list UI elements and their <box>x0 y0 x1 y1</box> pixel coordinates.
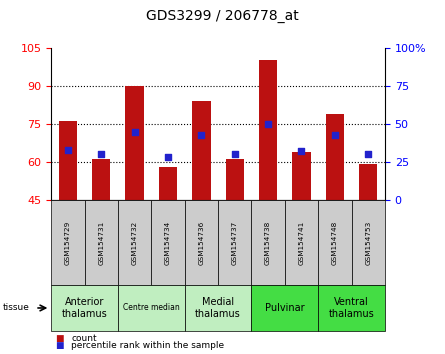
Bar <box>259 61 277 200</box>
Point <box>65 147 72 153</box>
Point <box>332 132 339 137</box>
Bar <box>125 86 144 200</box>
Point <box>98 152 105 157</box>
Text: GSM154738: GSM154738 <box>265 220 271 265</box>
Bar <box>226 159 244 200</box>
Text: ■: ■ <box>56 334 64 343</box>
Point <box>165 155 172 160</box>
Bar <box>359 165 377 200</box>
Bar <box>192 101 210 200</box>
Point <box>231 152 239 157</box>
Text: GSM154748: GSM154748 <box>332 220 338 265</box>
Point <box>198 132 205 137</box>
Text: count: count <box>71 334 97 343</box>
Text: Anterior
thalamus: Anterior thalamus <box>62 297 107 319</box>
Bar <box>59 121 77 200</box>
Text: GSM154741: GSM154741 <box>299 220 304 265</box>
Bar <box>159 167 177 200</box>
Text: tissue: tissue <box>2 303 29 313</box>
Point <box>131 129 138 135</box>
Text: GSM154734: GSM154734 <box>165 220 171 265</box>
Bar <box>292 152 311 200</box>
Point <box>298 148 305 154</box>
Text: GSM154753: GSM154753 <box>365 220 371 265</box>
Text: Pulvinar: Pulvinar <box>265 303 305 313</box>
Bar <box>92 159 110 200</box>
Text: GSM154729: GSM154729 <box>65 220 71 265</box>
Text: percentile rank within the sample: percentile rank within the sample <box>71 341 224 350</box>
Text: GSM154732: GSM154732 <box>132 220 138 265</box>
Text: Ventral
thalamus: Ventral thalamus <box>329 297 374 319</box>
Text: ■: ■ <box>56 341 64 350</box>
Text: GSM154731: GSM154731 <box>98 220 104 265</box>
Text: Medial
thalamus: Medial thalamus <box>195 297 241 319</box>
Bar <box>326 114 344 200</box>
Text: GSM154737: GSM154737 <box>232 220 238 265</box>
Point <box>265 121 272 127</box>
Text: Centre median: Centre median <box>123 303 180 313</box>
Point <box>365 152 372 157</box>
Text: GSM154736: GSM154736 <box>198 220 204 265</box>
Text: GDS3299 / 206778_at: GDS3299 / 206778_at <box>146 9 299 23</box>
